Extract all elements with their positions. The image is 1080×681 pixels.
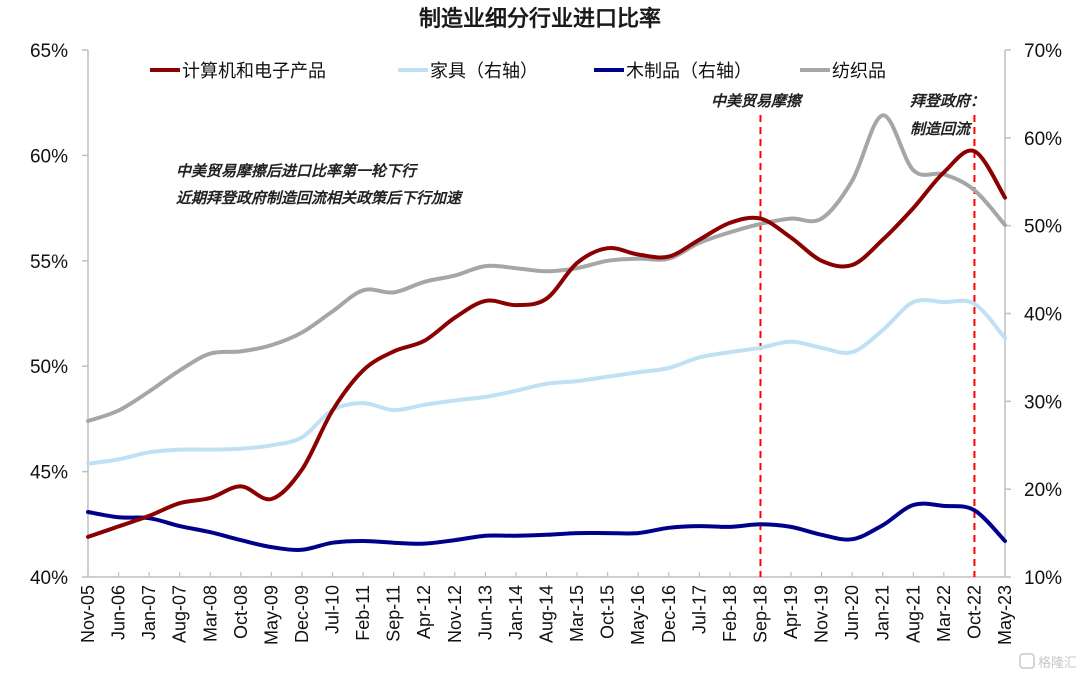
right-tick-label: 10% [1024, 568, 1062, 589]
left-tick-label: 45% [30, 463, 68, 484]
x-tick-label: Sep-11 [384, 585, 404, 642]
legend-label: 计算机和电子产品 [182, 61, 326, 82]
series-line-2 [86, 501, 1007, 552]
x-tick-label: Mar-15 [567, 585, 587, 642]
x-tick-label: Dec-16 [659, 585, 679, 643]
right-tick-label: 30% [1024, 392, 1062, 413]
x-tick-label: Apr-19 [781, 585, 801, 639]
series-line-3 [86, 113, 1007, 423]
right-tick-label: 40% [1024, 305, 1062, 326]
x-tick-label: Feb-11 [353, 585, 373, 641]
legend-label: 家具（右轴） [430, 61, 538, 82]
x-tick-label: Aug-21 [903, 585, 923, 643]
x-axis-ticks: Nov-05 Jun-06 Jan-07 Aug-07 Mar-08 Oct-08 May-… [78, 572, 1015, 645]
x-tick-label: Jan-07 [139, 585, 159, 640]
x-tick-label: Nov-12 [445, 585, 465, 643]
legend-item: 木制品（右轴） [594, 61, 752, 82]
x-tick-label: Jul-10 [323, 585, 343, 634]
legend-item: 纺织品 [800, 61, 886, 82]
x-tick-label: Jan-14 [506, 585, 526, 640]
x-tick-label: May-16 [628, 585, 648, 645]
event-label-biden-line2: 制造回流 [910, 120, 973, 138]
right-tick-label: 20% [1024, 480, 1062, 501]
x-tick-label: Feb-18 [720, 585, 740, 642]
left-axis-ticks: 40% 45% 50% 55% 60% 65% [30, 41, 88, 589]
x-tick-label: Nov-19 [812, 585, 832, 643]
left-tick-label: 65% [30, 41, 68, 62]
x-tick-label: Dec-09 [292, 585, 312, 643]
watermark-logo-icon [1019, 653, 1035, 669]
x-tick-label: Oct-08 [231, 585, 251, 639]
right-tick-label: 50% [1024, 217, 1062, 238]
left-tick-label: 50% [30, 357, 68, 378]
x-tick-label: Oct-22 [964, 585, 984, 639]
series-line-1 [86, 297, 1007, 466]
series-line-0 [86, 148, 1007, 539]
x-tick-label: Mar-22 [934, 585, 954, 642]
event-label-trade-war-text: 中美贸易摩擦 [711, 92, 804, 110]
event-label-trade-war: 中美贸易摩擦 [711, 92, 804, 110]
x-tick-label: Jun-06 [109, 585, 129, 640]
event-label-biden: 拜登政府： 制造回流 [910, 92, 985, 138]
annotation-line1: 中美贸易摩擦后进口比率第一轮下行 [176, 162, 419, 180]
watermark: 格隆汇 [1019, 653, 1077, 671]
series-lines [86, 113, 1007, 552]
x-tick-label: May-09 [261, 585, 281, 645]
legend-label: 纺织品 [832, 61, 886, 82]
right-tick-label: 70% [1024, 41, 1062, 62]
x-tick-label: May-23 [995, 585, 1015, 645]
axes [87, 50, 1006, 578]
x-tick-label: Jun-20 [842, 585, 862, 640]
left-tick-label: 60% [30, 146, 68, 167]
annotation-text: 中美贸易摩擦后进口比率第一轮下行 近期拜登政府制造回流相关政策后下行加速 [176, 162, 464, 207]
annotation-line2: 近期拜登政府制造回流相关政策后下行加速 [176, 189, 464, 207]
legend-item: 家具（右轴） [398, 61, 538, 82]
right-tick-label: 60% [1024, 129, 1062, 150]
event-label-biden-line1: 拜登政府： [910, 92, 985, 110]
legend-item: 计算机和电子产品 [150, 61, 326, 82]
x-tick-label: Oct-15 [598, 585, 618, 639]
left-tick-label: 40% [30, 568, 68, 589]
legend-label: 木制品（右轴） [626, 61, 752, 82]
x-tick-label: Jun-13 [475, 585, 495, 640]
x-tick-label: Aug-07 [170, 585, 190, 643]
x-tick-label: Jan-21 [873, 585, 893, 640]
x-tick-label: Mar-08 [200, 585, 220, 642]
legend: 计算机和电子产品 家具（右轴） 木制品（右轴） 纺织品 [150, 61, 886, 82]
chart-title: 制造业细分行业进口比率 [419, 6, 661, 32]
watermark-text: 格隆汇 [1038, 655, 1077, 671]
x-tick-label: Apr-12 [414, 585, 434, 639]
x-tick-label: Nov-05 [78, 585, 98, 643]
x-tick-label: Aug-14 [537, 585, 557, 643]
right-axis-ticks: 10% 20% 30% 40% 50% 60% 70% [1005, 41, 1062, 589]
left-tick-label: 55% [30, 252, 68, 273]
x-tick-label: Sep-18 [750, 585, 770, 643]
x-tick-label: Jul-17 [689, 585, 709, 634]
